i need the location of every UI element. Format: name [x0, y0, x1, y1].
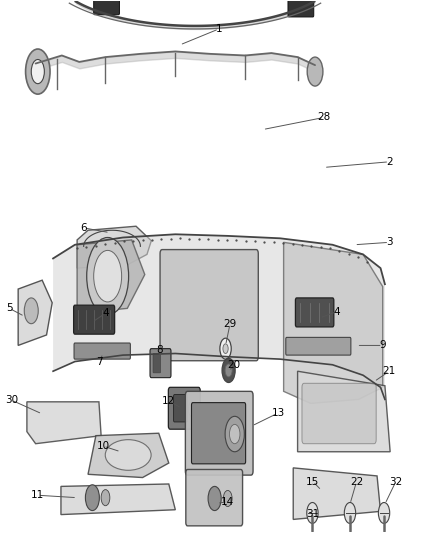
Text: 12: 12 [162, 396, 175, 406]
Text: 4: 4 [334, 306, 340, 317]
Circle shape [225, 416, 244, 452]
FancyBboxPatch shape [186, 470, 243, 526]
Circle shape [230, 424, 240, 443]
Text: 14: 14 [221, 497, 234, 507]
Circle shape [31, 60, 44, 84]
Circle shape [101, 490, 110, 506]
Polygon shape [284, 243, 383, 403]
FancyBboxPatch shape [160, 249, 258, 361]
Text: 1: 1 [215, 24, 223, 34]
FancyBboxPatch shape [286, 337, 351, 355]
Text: 29: 29 [223, 319, 237, 329]
Text: 5: 5 [6, 303, 13, 313]
Circle shape [307, 503, 318, 523]
Circle shape [94, 251, 122, 302]
Circle shape [225, 364, 232, 377]
Circle shape [87, 238, 129, 315]
Circle shape [188, 401, 197, 417]
FancyBboxPatch shape [74, 343, 131, 359]
Polygon shape [77, 240, 145, 313]
Text: 2: 2 [386, 157, 392, 167]
FancyBboxPatch shape [150, 349, 171, 378]
Text: 31: 31 [306, 509, 319, 519]
Circle shape [85, 485, 99, 511]
Circle shape [307, 57, 323, 86]
FancyBboxPatch shape [302, 383, 376, 443]
FancyBboxPatch shape [295, 298, 334, 327]
Circle shape [208, 487, 221, 511]
Ellipse shape [105, 440, 151, 470]
Polygon shape [297, 371, 390, 452]
Polygon shape [27, 402, 101, 443]
FancyBboxPatch shape [94, 0, 120, 15]
Circle shape [24, 298, 38, 324]
Circle shape [222, 358, 235, 383]
Text: 28: 28 [317, 112, 330, 123]
Text: 13: 13 [271, 408, 285, 418]
Text: 15: 15 [306, 477, 319, 487]
Text: 20: 20 [228, 360, 241, 370]
Text: 30: 30 [5, 395, 18, 405]
FancyBboxPatch shape [288, 0, 314, 17]
Text: 10: 10 [97, 441, 110, 451]
FancyBboxPatch shape [153, 353, 160, 373]
Polygon shape [293, 468, 381, 520]
Text: 9: 9 [379, 341, 386, 350]
Polygon shape [88, 433, 169, 478]
FancyBboxPatch shape [185, 391, 253, 475]
Circle shape [223, 490, 232, 506]
FancyBboxPatch shape [191, 402, 246, 464]
Text: 6: 6 [80, 223, 87, 233]
Circle shape [220, 338, 231, 359]
Text: 7: 7 [95, 357, 102, 367]
FancyBboxPatch shape [168, 387, 200, 429]
Text: 11: 11 [31, 490, 44, 500]
Text: 32: 32 [389, 477, 403, 487]
Circle shape [378, 503, 390, 523]
FancyBboxPatch shape [173, 394, 187, 422]
Polygon shape [53, 235, 385, 399]
Polygon shape [61, 484, 175, 514]
Text: 8: 8 [157, 345, 163, 356]
Text: 22: 22 [350, 477, 363, 487]
Polygon shape [77, 226, 151, 268]
Text: 21: 21 [383, 366, 396, 376]
Circle shape [25, 49, 50, 94]
Text: 4: 4 [102, 308, 109, 318]
Circle shape [344, 503, 356, 523]
Circle shape [223, 344, 228, 353]
FancyBboxPatch shape [74, 305, 115, 334]
Text: 3: 3 [386, 237, 392, 247]
Polygon shape [18, 280, 52, 345]
